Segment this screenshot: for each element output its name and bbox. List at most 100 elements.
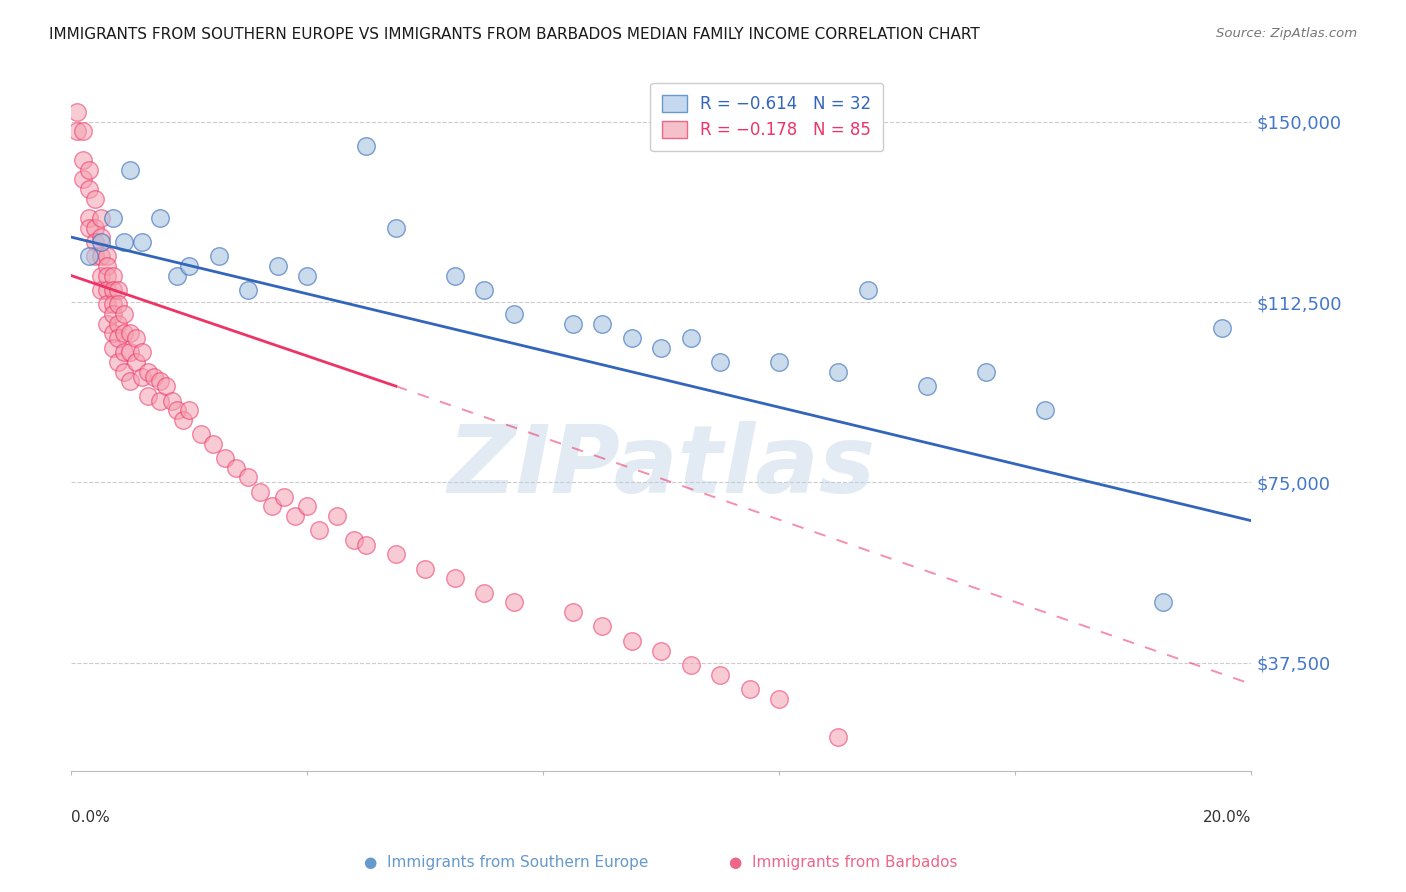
Point	[112, 365, 135, 379]
Point	[208, 249, 231, 263]
Point	[77, 182, 100, 196]
Point	[238, 470, 260, 484]
Point	[83, 235, 105, 249]
Point	[90, 283, 112, 297]
Point	[502, 307, 524, 321]
Text: 20.0%: 20.0%	[1204, 810, 1251, 824]
Point	[77, 211, 100, 225]
Point	[107, 317, 129, 331]
Point	[142, 369, 165, 384]
Point	[709, 355, 731, 369]
Point	[112, 235, 135, 249]
Point	[166, 268, 188, 283]
Point	[343, 533, 366, 547]
Point	[96, 249, 118, 263]
Point	[107, 331, 129, 345]
Point	[101, 283, 124, 297]
Point	[125, 331, 148, 345]
Point	[125, 355, 148, 369]
Point	[96, 297, 118, 311]
Point	[179, 259, 201, 273]
Point	[101, 211, 124, 225]
Point	[308, 524, 330, 538]
Point	[90, 249, 112, 263]
Point	[155, 379, 177, 393]
Point	[214, 451, 236, 466]
Point	[1152, 595, 1174, 609]
Point	[238, 283, 260, 297]
Point	[107, 297, 129, 311]
Point	[112, 345, 135, 359]
Point	[131, 235, 153, 249]
Point	[66, 124, 89, 138]
Point	[915, 379, 938, 393]
Point	[107, 283, 129, 297]
Point	[273, 490, 295, 504]
Text: ZIPatlas: ZIPatlas	[447, 421, 876, 513]
Text: 0.0%: 0.0%	[72, 810, 110, 824]
Point	[443, 571, 465, 585]
Point	[96, 268, 118, 283]
Point	[77, 162, 100, 177]
Point	[72, 172, 94, 186]
Point	[326, 508, 349, 523]
Point	[297, 268, 319, 283]
Point	[650, 341, 672, 355]
Point	[827, 365, 849, 379]
Point	[166, 403, 188, 417]
Point	[768, 691, 790, 706]
Point	[77, 220, 100, 235]
Point	[96, 317, 118, 331]
Point	[83, 220, 105, 235]
Text: IMMIGRANTS FROM SOUTHERN EUROPE VS IMMIGRANTS FROM BARBADOS MEDIAN FAMILY INCOME: IMMIGRANTS FROM SOUTHERN EUROPE VS IMMIG…	[49, 27, 980, 42]
Point	[83, 192, 105, 206]
Point	[120, 345, 142, 359]
Point	[90, 211, 112, 225]
Point	[443, 268, 465, 283]
Point	[90, 235, 112, 249]
Point	[136, 365, 159, 379]
Text: ●  Immigrants from Barbados: ● Immigrants from Barbados	[730, 855, 957, 870]
Point	[738, 681, 761, 696]
Point	[120, 162, 142, 177]
Point	[136, 389, 159, 403]
Point	[101, 307, 124, 321]
Point	[96, 283, 118, 297]
Point	[620, 331, 643, 345]
Point	[225, 461, 247, 475]
Point	[90, 268, 112, 283]
Point	[561, 317, 583, 331]
Point	[413, 562, 436, 576]
Point	[112, 307, 135, 321]
Point	[1211, 321, 1233, 335]
Point	[260, 500, 283, 514]
Point	[297, 500, 319, 514]
Point	[96, 259, 118, 273]
Point	[856, 283, 879, 297]
Text: ●  Immigrants from Southern Europe: ● Immigrants from Southern Europe	[364, 855, 648, 870]
Point	[179, 403, 201, 417]
Point	[160, 393, 183, 408]
Point	[472, 586, 495, 600]
Point	[101, 297, 124, 311]
Point	[591, 317, 613, 331]
Point	[679, 331, 702, 345]
Point	[249, 484, 271, 499]
Point	[591, 619, 613, 633]
Point	[356, 538, 378, 552]
Point	[72, 124, 94, 138]
Point	[72, 153, 94, 168]
Point	[149, 211, 172, 225]
Point	[502, 595, 524, 609]
Point	[201, 437, 224, 451]
Point	[90, 230, 112, 244]
Point	[561, 605, 583, 619]
Point	[267, 259, 290, 273]
Point	[679, 657, 702, 672]
Point	[709, 667, 731, 681]
Point	[101, 341, 124, 355]
Point	[77, 249, 100, 263]
Point	[107, 355, 129, 369]
Point	[620, 634, 643, 648]
Point	[112, 326, 135, 341]
